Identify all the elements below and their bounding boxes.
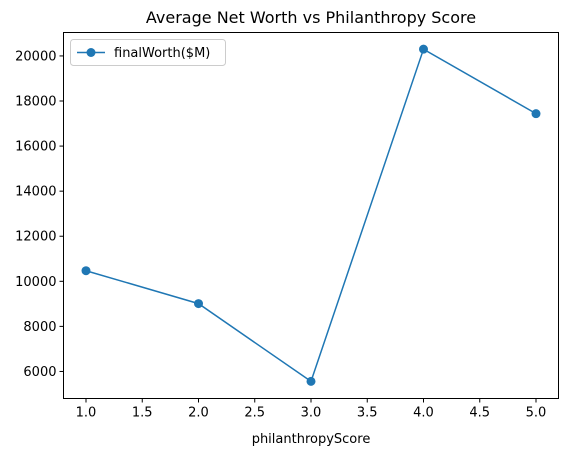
x-tick-label: 1.0 <box>76 406 97 421</box>
series-line-finalworth <box>85 48 537 383</box>
plot-area <box>81 44 541 386</box>
data-point <box>194 299 203 309</box>
axes-frame <box>63 32 559 399</box>
data-point <box>419 44 428 54</box>
y-tick-label: 18000 <box>15 95 56 110</box>
y-tick-label: 14000 <box>15 185 56 200</box>
legend-box <box>70 39 226 66</box>
x-tick-label: 3.5 <box>357 406 378 421</box>
x-tick-label: 4.0 <box>413 406 434 421</box>
y-tick-label: 6000 <box>23 365 56 380</box>
y-tick-label: 8000 <box>23 320 56 335</box>
x-tick-label: 2.0 <box>188 406 209 421</box>
x-tick-label: 5.0 <box>526 406 547 421</box>
x-tick-label: 4.5 <box>469 406 490 421</box>
y-tick-label: 20000 <box>15 49 56 64</box>
x-tick-label: 2.5 <box>244 406 265 421</box>
legend-entry-finalworth: finalWorth($M) <box>114 46 210 61</box>
legend: finalWorth($M) <box>70 39 226 66</box>
x-tick-label: 3.0 <box>301 406 322 421</box>
series-markers-finalworth <box>81 44 541 386</box>
legend-marker-swatch <box>86 48 96 57</box>
y-tick-label: 12000 <box>15 230 56 245</box>
data-point <box>531 109 541 119</box>
y-axis-ticks: 6000 8000 10000 12000 14000 16000 18000 20000 <box>15 49 64 380</box>
data-point <box>81 266 91 276</box>
y-tick-label: 10000 <box>15 275 56 290</box>
chart-title: Average Net Worth vs Philanthropy Score <box>146 8 476 27</box>
y-tick-label: 16000 <box>15 140 56 155</box>
x-axis-ticks: 1.0 1.5 2.0 2.5 3.0 3.5 4.0 4.5 5.0 <box>76 398 547 421</box>
data-point <box>306 376 316 386</box>
x-tick-label: 1.5 <box>132 406 153 421</box>
x-axis-label: philanthropyScore <box>252 432 371 447</box>
